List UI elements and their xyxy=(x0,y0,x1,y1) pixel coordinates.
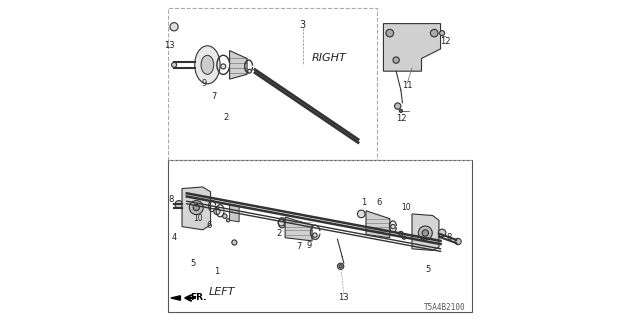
Circle shape xyxy=(214,208,220,215)
Text: 7: 7 xyxy=(211,92,216,101)
Circle shape xyxy=(227,219,230,222)
Text: 12: 12 xyxy=(396,114,406,123)
Text: 1: 1 xyxy=(361,198,366,207)
Text: 2: 2 xyxy=(276,229,282,238)
Text: 13: 13 xyxy=(164,41,175,50)
Circle shape xyxy=(393,57,399,63)
Circle shape xyxy=(189,201,204,215)
Circle shape xyxy=(193,204,200,211)
Text: 13: 13 xyxy=(339,292,349,301)
Text: 6: 6 xyxy=(376,198,381,207)
Polygon shape xyxy=(182,187,211,230)
Text: 11: 11 xyxy=(402,81,413,90)
Text: 9: 9 xyxy=(307,241,312,250)
Polygon shape xyxy=(171,296,180,300)
Circle shape xyxy=(232,240,237,245)
Circle shape xyxy=(399,231,403,236)
Circle shape xyxy=(337,263,344,269)
Text: 5: 5 xyxy=(191,259,196,268)
Polygon shape xyxy=(383,24,440,71)
Circle shape xyxy=(170,23,178,31)
Circle shape xyxy=(394,103,401,109)
Circle shape xyxy=(403,236,406,239)
Text: 9: 9 xyxy=(202,79,207,88)
Text: T5A4B2100: T5A4B2100 xyxy=(424,303,466,312)
Circle shape xyxy=(440,31,445,36)
Circle shape xyxy=(438,229,446,237)
Ellipse shape xyxy=(195,46,220,84)
Text: FR.: FR. xyxy=(190,293,207,302)
Ellipse shape xyxy=(201,55,214,74)
Text: 4: 4 xyxy=(172,233,177,242)
Text: 1: 1 xyxy=(214,267,220,276)
Circle shape xyxy=(430,29,438,37)
Text: 5: 5 xyxy=(425,265,431,274)
Polygon shape xyxy=(230,51,247,79)
Circle shape xyxy=(223,214,227,218)
Polygon shape xyxy=(412,214,439,251)
Text: 10: 10 xyxy=(193,214,203,223)
Circle shape xyxy=(175,201,182,208)
Circle shape xyxy=(419,226,432,240)
Circle shape xyxy=(391,224,395,229)
Circle shape xyxy=(399,109,403,112)
Text: 2: 2 xyxy=(224,113,229,122)
Circle shape xyxy=(339,265,342,268)
Polygon shape xyxy=(366,211,390,238)
Polygon shape xyxy=(230,204,239,222)
Circle shape xyxy=(248,69,252,73)
Text: 10: 10 xyxy=(401,203,410,212)
Circle shape xyxy=(455,238,461,245)
Circle shape xyxy=(422,230,429,236)
Polygon shape xyxy=(285,217,312,241)
Text: 7: 7 xyxy=(297,242,302,251)
Text: 3: 3 xyxy=(300,20,306,30)
Text: RIGHT: RIGHT xyxy=(312,53,347,63)
Circle shape xyxy=(357,210,365,218)
Text: 8: 8 xyxy=(447,233,452,242)
Text: 12: 12 xyxy=(440,36,451,45)
Circle shape xyxy=(221,64,226,69)
Text: 6: 6 xyxy=(206,221,212,230)
Circle shape xyxy=(313,233,317,237)
Circle shape xyxy=(386,29,394,37)
Circle shape xyxy=(278,220,284,226)
Text: 8: 8 xyxy=(168,195,173,204)
Circle shape xyxy=(172,62,177,68)
Text: LEFT: LEFT xyxy=(209,287,235,297)
